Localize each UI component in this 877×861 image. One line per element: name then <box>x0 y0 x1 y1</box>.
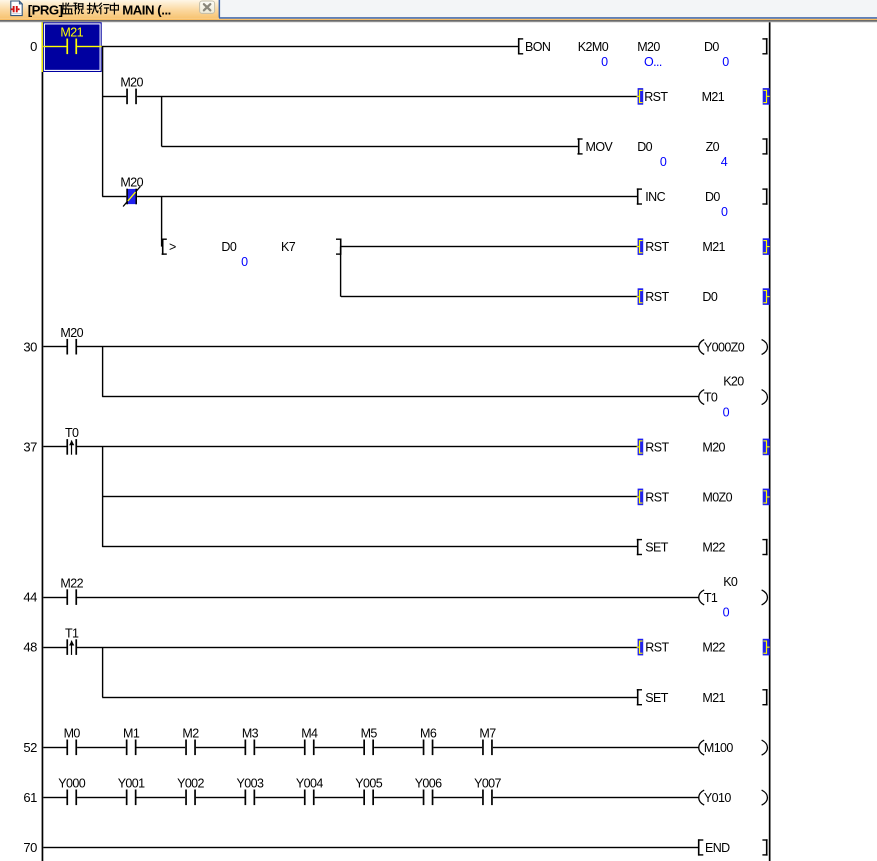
svg-text:Y003: Y003 <box>237 777 264 791</box>
svg-text:0: 0 <box>660 155 667 169</box>
svg-text:Y000: Y000 <box>58 777 85 791</box>
svg-text:M7: M7 <box>479 727 496 741</box>
svg-text:SET: SET <box>645 691 668 705</box>
svg-text:44: 44 <box>23 590 37 605</box>
svg-text:M6: M6 <box>420 727 437 741</box>
svg-text:RST: RST <box>645 441 669 455</box>
svg-text:M20: M20 <box>637 40 660 54</box>
svg-text:END: END <box>705 841 730 855</box>
svg-text:RST: RST <box>645 290 669 304</box>
svg-text:Y010: Y010 <box>704 791 731 805</box>
svg-text:M20: M20 <box>702 441 725 455</box>
svg-text:>: > <box>169 240 176 254</box>
svg-text:M20: M20 <box>120 176 143 190</box>
svg-text:0: 0 <box>241 255 248 269</box>
svg-text:Y001: Y001 <box>118 777 145 791</box>
svg-text:D0: D0 <box>637 140 652 154</box>
svg-text:INC: INC <box>645 190 665 204</box>
svg-text:M0Z0: M0Z0 <box>702 491 732 505</box>
svg-text:D0: D0 <box>705 190 720 204</box>
svg-text:M20: M20 <box>120 76 143 90</box>
svg-text:0: 0 <box>722 55 729 69</box>
svg-text:M5: M5 <box>361 727 378 741</box>
svg-text:M100: M100 <box>704 741 734 755</box>
svg-text:K0: K0 <box>723 575 738 589</box>
svg-text:61: 61 <box>23 790 37 805</box>
svg-text:T1: T1 <box>704 591 718 605</box>
svg-text:T1: T1 <box>65 626 79 640</box>
svg-text:RST: RST <box>645 641 669 655</box>
svg-text:M22: M22 <box>702 641 725 655</box>
svg-text:M0: M0 <box>64 727 81 741</box>
svg-text:K7: K7 <box>281 240 296 254</box>
svg-text:M21: M21 <box>60 26 83 40</box>
svg-text:O...: O... <box>644 55 662 69</box>
svg-text:0: 0 <box>721 205 728 219</box>
svg-text:T0: T0 <box>65 426 79 440</box>
svg-text:MOV: MOV <box>586 140 614 154</box>
svg-text:D0: D0 <box>704 40 719 54</box>
svg-text:Y007: Y007 <box>474 777 501 791</box>
svg-text:70: 70 <box>23 840 37 855</box>
svg-text:Y005: Y005 <box>355 777 382 791</box>
svg-text:M22: M22 <box>60 576 83 590</box>
svg-text:M1: M1 <box>123 727 140 741</box>
svg-text:Y006: Y006 <box>415 777 442 791</box>
svg-text:M4: M4 <box>301 727 318 741</box>
svg-text:0: 0 <box>723 405 730 419</box>
svg-text:0: 0 <box>601 55 608 69</box>
svg-text:4: 4 <box>721 155 728 169</box>
svg-text:37: 37 <box>23 440 37 455</box>
svg-text:Z0: Z0 <box>706 140 720 154</box>
svg-text:D0: D0 <box>702 290 717 304</box>
svg-text:48: 48 <box>23 640 37 655</box>
svg-text:RST: RST <box>644 90 668 104</box>
svg-text:0: 0 <box>30 39 37 54</box>
svg-text:Y002: Y002 <box>177 777 204 791</box>
svg-text:30: 30 <box>23 339 37 354</box>
svg-text:BON: BON <box>525 40 551 54</box>
svg-text:M21: M21 <box>702 90 725 104</box>
svg-text:[PRG]: [PRG] <box>28 2 63 17</box>
svg-text:M21: M21 <box>702 240 725 254</box>
svg-text:K2M0: K2M0 <box>578 40 609 54</box>
svg-text:RST: RST <box>645 491 669 505</box>
svg-text:M21: M21 <box>702 691 725 705</box>
svg-text:SET: SET <box>645 541 668 555</box>
svg-text:M22: M22 <box>702 541 725 555</box>
svg-text:M3: M3 <box>242 727 259 741</box>
svg-text:D0: D0 <box>221 240 236 254</box>
svg-text:Y004: Y004 <box>296 777 323 791</box>
svg-text:MAIN (...: MAIN (... <box>122 2 171 17</box>
svg-text:Y000Z0: Y000Z0 <box>704 341 745 355</box>
svg-text:M20: M20 <box>60 326 83 340</box>
svg-text:M2: M2 <box>182 727 199 741</box>
svg-text:K20: K20 <box>723 375 744 389</box>
svg-text:T0: T0 <box>704 391 718 405</box>
svg-text:RST: RST <box>645 240 669 254</box>
svg-text:52: 52 <box>23 740 37 755</box>
svg-text:0: 0 <box>723 606 730 620</box>
